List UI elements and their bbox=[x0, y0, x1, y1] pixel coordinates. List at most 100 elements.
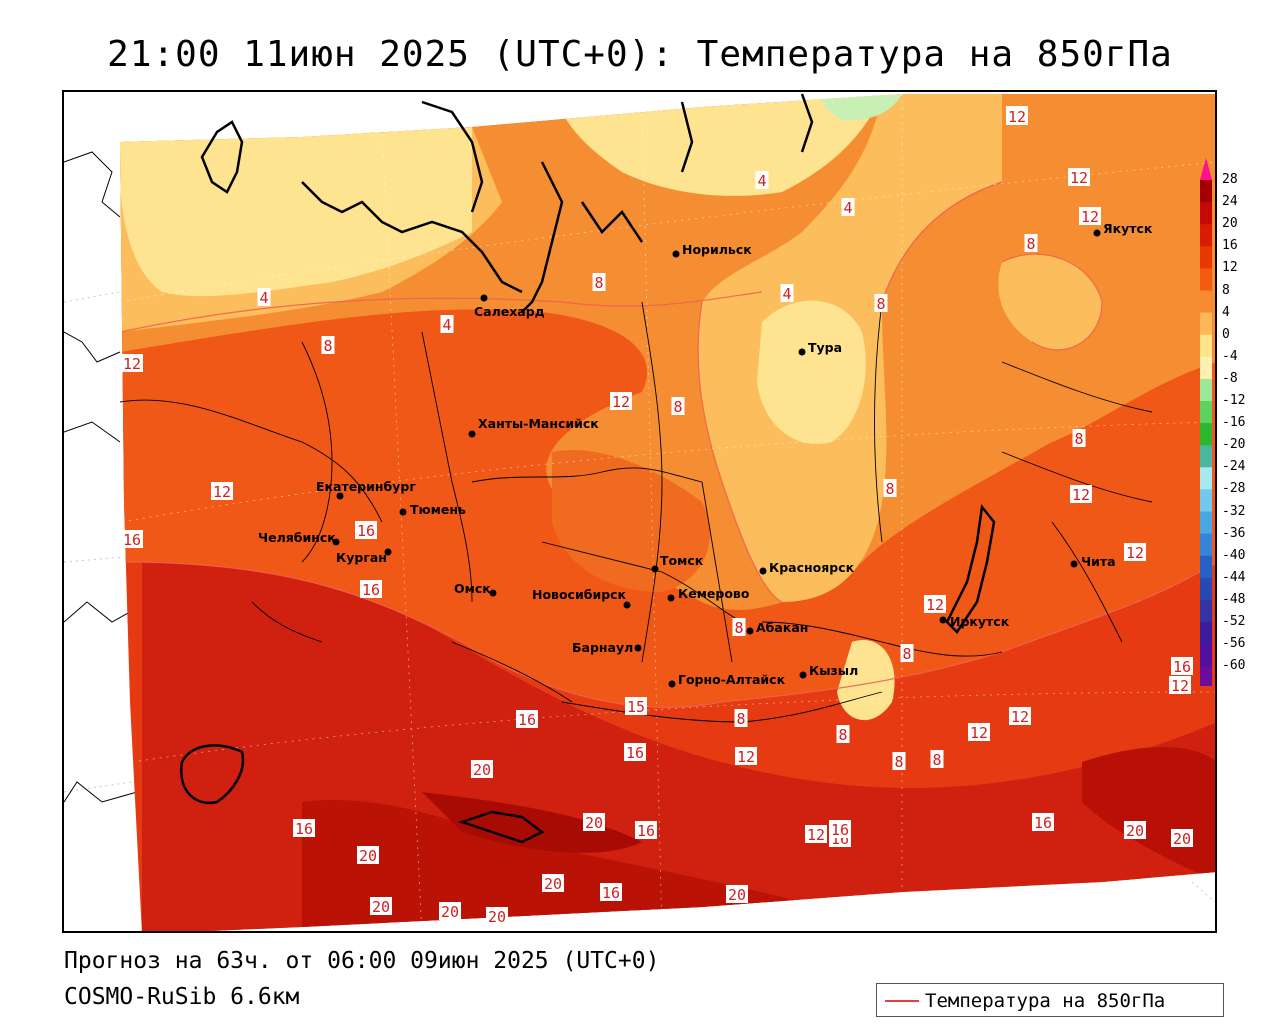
svg-text:12: 12 bbox=[737, 748, 755, 766]
contour-label: 20 bbox=[1124, 821, 1146, 840]
svg-text:16: 16 bbox=[518, 711, 536, 729]
contour-label: 8 bbox=[732, 618, 746, 637]
scale-swatch bbox=[1200, 180, 1212, 203]
city-abakan[interactable]: Абакан bbox=[746, 620, 809, 635]
svg-text:8: 8 bbox=[1074, 430, 1083, 448]
city-kyzyl[interactable]: Кызыл bbox=[799, 663, 859, 679]
svg-text:16: 16 bbox=[602, 884, 620, 902]
svg-text:8: 8 bbox=[894, 753, 903, 771]
svg-text:Томск: Томск bbox=[660, 553, 704, 568]
svg-text:Чита: Чита bbox=[1081, 554, 1116, 569]
svg-text:Горно-Алтайск: Горно-Алтайск bbox=[678, 672, 786, 687]
city-tyumen[interactable]: Тюмень bbox=[399, 502, 467, 517]
contour-label: 16 bbox=[360, 580, 382, 599]
svg-text:12: 12 bbox=[926, 596, 944, 614]
contour-label: 20 bbox=[370, 897, 392, 916]
city-khanty-mansiysk[interactable]: Ханты-Мансийск bbox=[468, 416, 600, 438]
contour-label: 16 bbox=[293, 819, 315, 838]
svg-text:Абакан: Абакан bbox=[756, 620, 808, 635]
city-chita[interactable]: Чита bbox=[1070, 554, 1116, 569]
svg-text:16: 16 bbox=[637, 822, 655, 840]
city-gorno-altaysk[interactable]: Горно-Алтайск bbox=[668, 672, 786, 688]
city-irkutsk[interactable]: Иркутск bbox=[939, 614, 1010, 629]
svg-text:Кызыл: Кызыл bbox=[809, 663, 858, 678]
color-scale-bar bbox=[1200, 158, 1212, 686]
scale-top-arrow bbox=[1200, 158, 1212, 180]
scale-tick-label: -36 bbox=[1222, 525, 1246, 541]
city-salekhard[interactable]: Салехард bbox=[474, 294, 545, 320]
city-chelyabinsk[interactable]: Челябинск bbox=[258, 530, 340, 546]
model-name: COSMO-RuSib 6.6км bbox=[64, 984, 300, 1010]
contour-label: 16 bbox=[1032, 813, 1054, 832]
contour-label: 4 bbox=[755, 171, 769, 190]
svg-text:Новосибирск: Новосибирск bbox=[532, 587, 627, 602]
contour-label: 20 bbox=[357, 846, 379, 865]
contour-label: 12 bbox=[735, 747, 757, 766]
scale-tick-label: -4 bbox=[1222, 348, 1238, 364]
svg-text:12: 12 bbox=[1081, 208, 1099, 226]
svg-text:Норильск: Норильск bbox=[682, 242, 752, 257]
scale-tick-label: -60 bbox=[1222, 658, 1246, 674]
scale-tick-label: -48 bbox=[1222, 591, 1246, 607]
svg-text:12: 12 bbox=[123, 355, 141, 373]
scale-tick-label: -20 bbox=[1222, 437, 1246, 453]
contour-label: 20 bbox=[583, 813, 605, 832]
contour-label: 8 bbox=[836, 725, 850, 744]
temperature-map[interactable]: Норильск Салехард Тура Якутск Ханты-Манс… bbox=[64, 92, 1215, 931]
svg-text:12: 12 bbox=[1171, 677, 1189, 695]
city-tomsk[interactable]: Томск bbox=[651, 553, 704, 573]
svg-text:8: 8 bbox=[736, 710, 745, 728]
svg-text:Красноярск: Красноярск bbox=[769, 560, 855, 575]
scale-tick-label: 24 bbox=[1222, 194, 1238, 210]
svg-text:20: 20 bbox=[1126, 822, 1144, 840]
svg-text:8: 8 bbox=[902, 645, 911, 663]
contour-label: 12 bbox=[121, 354, 143, 373]
city-barnaul[interactable]: Барнаул bbox=[572, 640, 642, 655]
coastlines bbox=[179, 93, 996, 844]
svg-text:12: 12 bbox=[1070, 169, 1088, 187]
svg-text:4: 4 bbox=[843, 199, 852, 217]
svg-text:Челябинск: Челябинск bbox=[258, 530, 336, 545]
svg-text:8: 8 bbox=[323, 337, 332, 355]
city-yekaterinburg[interactable]: Екатеринбург bbox=[316, 479, 416, 500]
contour-label: 12 bbox=[1006, 107, 1028, 126]
svg-text:Барнаул: Барнаул bbox=[572, 640, 633, 655]
svg-text:8: 8 bbox=[876, 295, 885, 313]
svg-text:12: 12 bbox=[1072, 486, 1090, 504]
contour-label: 20 bbox=[471, 760, 493, 779]
scale-tick-label: 16 bbox=[1222, 238, 1238, 254]
temperature-field bbox=[120, 94, 1215, 931]
svg-text:12: 12 bbox=[970, 724, 988, 742]
city-norilsk[interactable]: Норильск bbox=[672, 242, 753, 258]
contour-label: 8 bbox=[930, 750, 944, 769]
contour-label: 8 bbox=[1072, 429, 1086, 448]
map-panel[interactable]: Норильск Салехард Тура Якутск Ханты-Манс… bbox=[62, 90, 1217, 933]
city-omsk[interactable]: Омск bbox=[454, 581, 497, 597]
scale-tick-label: 28 bbox=[1222, 172, 1238, 187]
svg-text:16: 16 bbox=[831, 821, 849, 839]
city-kurgan[interactable]: Курган bbox=[336, 548, 392, 566]
city-krasnoyarsk[interactable]: Красноярск bbox=[759, 560, 855, 575]
scale-tick-label: 20 bbox=[1222, 216, 1238, 232]
scale-swatch bbox=[1200, 268, 1212, 291]
city-tura[interactable]: Тура bbox=[798, 340, 843, 356]
contour-label: 4 bbox=[780, 284, 794, 303]
scale-tick-label: -52 bbox=[1222, 614, 1246, 629]
city-kemerovo[interactable]: Кемерово bbox=[667, 586, 750, 602]
svg-text:Салехард: Салехард bbox=[474, 304, 545, 319]
scale-tick-label: 8 bbox=[1222, 282, 1230, 298]
svg-text:Тюмень: Тюмень bbox=[410, 502, 466, 517]
svg-text:8: 8 bbox=[594, 274, 603, 292]
scale-swatch bbox=[1200, 511, 1212, 535]
contour-label: 16 bbox=[516, 710, 538, 729]
svg-text:16: 16 bbox=[1034, 814, 1052, 832]
svg-text:Тура: Тура bbox=[808, 340, 842, 355]
svg-text:4: 4 bbox=[259, 289, 268, 307]
city-yakutsk[interactable]: Якутск bbox=[1093, 221, 1153, 237]
svg-text:20: 20 bbox=[585, 814, 603, 832]
svg-text:4: 4 bbox=[757, 172, 766, 190]
svg-text:16: 16 bbox=[626, 744, 644, 762]
contour-label: 20 bbox=[439, 902, 461, 921]
contour-label: 4 bbox=[257, 288, 271, 307]
city-novosibirsk[interactable]: Новосибирск bbox=[532, 587, 631, 609]
